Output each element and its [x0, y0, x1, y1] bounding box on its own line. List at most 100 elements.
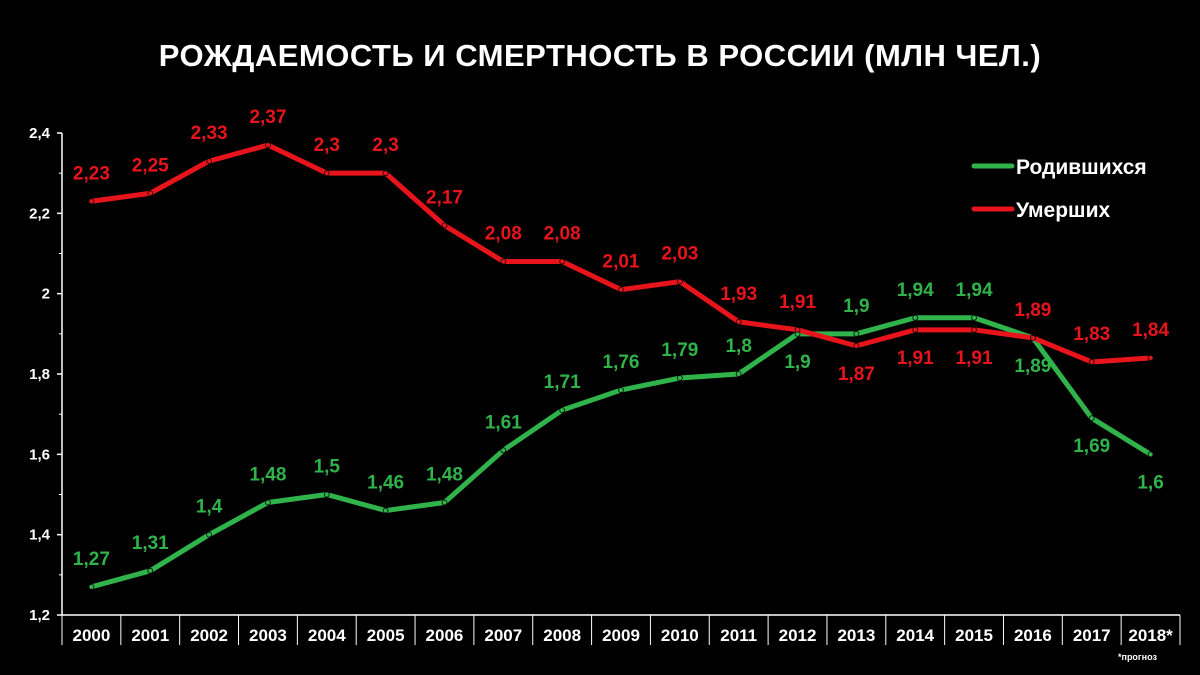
- deaths-data-label: 2,08: [544, 224, 581, 245]
- forecast-footnote: *прогноз: [1118, 652, 1157, 662]
- births-data-label: 1,71: [544, 372, 581, 393]
- legend: Родившихся Умерших: [971, 156, 1147, 222]
- deaths-data-label: 2,3: [372, 135, 398, 156]
- x-tick-label: 2008: [543, 626, 581, 645]
- births-data-label: 1,94: [897, 280, 934, 301]
- x-tick-label: 2016: [1014, 626, 1052, 645]
- series-lines: [88, 142, 1154, 590]
- x-tick-label: 2012: [779, 626, 817, 645]
- births-data-label: 1,27: [73, 549, 110, 570]
- births-point: [1088, 415, 1095, 422]
- deaths-data-label: 1,93: [720, 284, 757, 305]
- births-data-label: 1,69: [1073, 436, 1110, 457]
- births-data-label: 1,46: [367, 473, 404, 494]
- deaths-point: [559, 258, 566, 265]
- deaths-point: [1029, 334, 1036, 341]
- births-data-label: 1,76: [603, 352, 640, 373]
- deaths-point: [265, 142, 271, 148]
- births-data-label: 1,79: [661, 340, 698, 361]
- y-tick-label: 1,6: [29, 446, 50, 463]
- births-point: [971, 314, 977, 321]
- deaths-data-label: 1,87: [838, 364, 875, 385]
- deaths-data-label: 1,83: [1073, 324, 1110, 345]
- deaths-point: [735, 318, 742, 325]
- deaths-point: [147, 190, 154, 197]
- deaths-data-label: 2,25: [132, 155, 169, 176]
- births-data-label: 1,9: [784, 352, 810, 373]
- births-point: [853, 330, 860, 337]
- births-point: [500, 447, 507, 454]
- x-tick-label: 2017: [1073, 626, 1111, 645]
- axes: [61, 133, 1180, 616]
- births-data-label: 1,94: [956, 280, 993, 301]
- deaths-data-label: 1,91: [897, 348, 934, 369]
- x-tick-label: 2010: [661, 626, 699, 645]
- births-point: [265, 499, 271, 506]
- y-tick-label: 1,2: [29, 607, 50, 624]
- y-tick-label: 2,4: [29, 125, 51, 142]
- deaths-data-label: 1,91: [779, 292, 816, 313]
- births-data-label: 1,61: [485, 412, 522, 433]
- x-tick-label: 2004: [308, 626, 346, 645]
- x-tick-label: 2013: [837, 626, 875, 645]
- births-point: [735, 371, 742, 377]
- deaths-point: [676, 278, 683, 285]
- x-tick-label: 2007: [484, 626, 522, 645]
- births-point: [912, 314, 919, 321]
- deaths-point: [1088, 359, 1095, 365]
- x-tick-label: 2009: [602, 626, 640, 645]
- deaths-data-label: 2,3: [314, 135, 340, 156]
- deaths-data-label: 2,01: [603, 252, 640, 273]
- deaths-point: [794, 326, 801, 333]
- births-point: [323, 491, 330, 498]
- births-point: [618, 387, 624, 393]
- births-point: [559, 407, 566, 414]
- deaths-point: [88, 198, 95, 205]
- deaths-data-label: 2,08: [485, 224, 522, 245]
- deaths-point: [618, 286, 624, 293]
- y-tick-label: 1,8: [29, 366, 50, 383]
- deaths-point: [500, 258, 507, 265]
- deaths-point: [912, 326, 919, 333]
- y-tick-label: 1,4: [29, 527, 51, 544]
- births-point: [88, 583, 95, 590]
- deaths-point: [971, 326, 977, 333]
- births-point: [1147, 451, 1154, 458]
- data-labels: 1,27 1,31 1,4 1,48 1,5 1,46 1,48 1,61 1,71 1,76 1,…: [73, 107, 1170, 570]
- x-tick-label: 2011: [720, 626, 757, 645]
- births-data-label: 1,9: [843, 296, 869, 317]
- births-data-label: 1,48: [426, 465, 463, 486]
- deaths-data-label: 1,89: [1014, 300, 1051, 321]
- x-tick-label: 2006: [426, 626, 464, 645]
- births-data-label: 1,4: [196, 497, 223, 518]
- births-data-label: 1,8: [725, 336, 751, 357]
- births-point: [382, 507, 389, 514]
- deaths-data-label: 2,23: [73, 163, 110, 184]
- births-data-label: 1,89: [1014, 356, 1051, 377]
- births-point: [147, 567, 154, 574]
- births-point: [441, 499, 448, 506]
- chart-title: РОЖДАЕМОСТЬ И СМЕРТНОСТЬ В РОССИИ (МЛН Ч…: [158, 38, 1042, 73]
- x-tick-label: 2002: [190, 626, 228, 645]
- x-tick-label: 2000: [73, 626, 111, 645]
- births-data-label: 1,6: [1137, 472, 1163, 493]
- legend-births-label: Родившихся: [1016, 156, 1147, 179]
- x-axis-ticks: 2000 2001 2002 2003 2004 2005 2006 2007 2008 2009…: [61, 615, 1181, 645]
- births-data-label: 1,48: [249, 465, 286, 486]
- deaths-point: [323, 170, 330, 177]
- deaths-data-label: 2,37: [249, 107, 286, 128]
- x-tick-label: 2001: [131, 626, 169, 645]
- y-tick-label: 2: [42, 286, 50, 303]
- deaths-data-label: 2,33: [191, 123, 228, 144]
- x-tick-label: 2003: [249, 626, 287, 645]
- legend-deaths-label: Умерших: [1016, 199, 1110, 222]
- births-data-label: 1,5: [314, 457, 341, 478]
- births-data-label: 1,31: [132, 533, 169, 554]
- births-point: [676, 375, 683, 381]
- deaths-point: [1147, 355, 1154, 361]
- x-tick-label: 2014: [896, 626, 934, 645]
- deaths-data-label: 1,84: [1132, 320, 1169, 341]
- x-tick-label: 2005: [367, 626, 405, 645]
- deaths-point: [853, 342, 860, 349]
